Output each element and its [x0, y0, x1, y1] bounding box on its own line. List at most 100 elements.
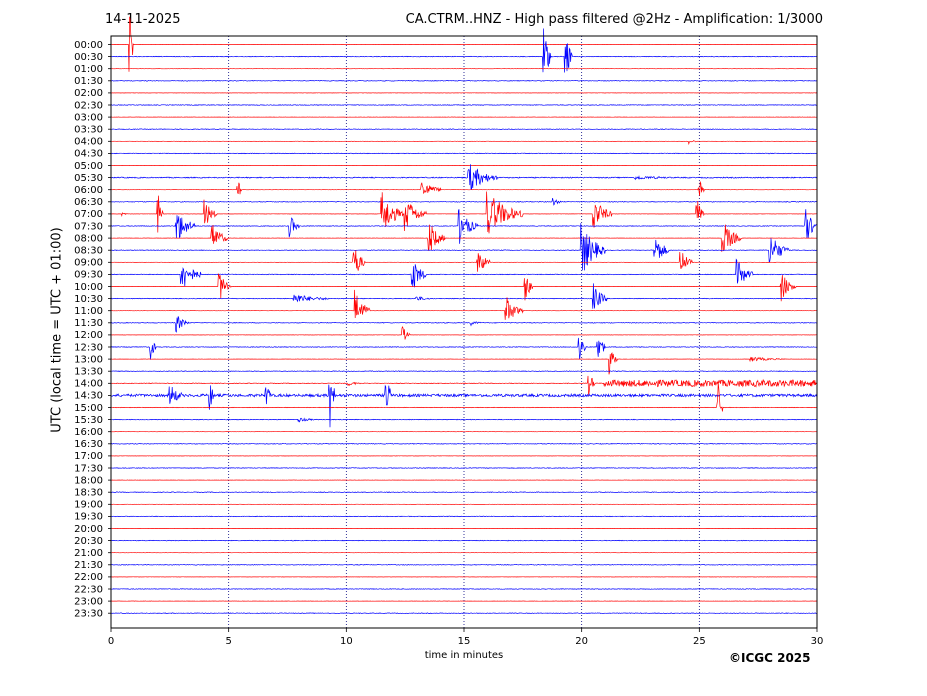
trace-row: [110, 209, 817, 244]
trace-row: [110, 375, 817, 396]
trace-row: [111, 224, 817, 252]
trace-row: [111, 16, 817, 72]
trace-row: [110, 491, 817, 493]
y-tick-label: 05:30: [74, 173, 103, 184]
trace-row: [110, 417, 817, 423]
y-tick-label: 15:00: [74, 403, 103, 414]
y-tick-label: 02:30: [74, 100, 103, 111]
y-tick-label: 10:00: [74, 282, 103, 293]
trace-row: [110, 80, 817, 82]
x-tick-label: 30: [811, 636, 824, 647]
y-tick-label: 18:00: [74, 475, 103, 486]
y-tick-label: 14:00: [74, 379, 103, 390]
y-tick-label: 13:00: [74, 354, 103, 365]
y-tick-label: 20:30: [74, 536, 103, 547]
x-tick-label: 15: [458, 636, 471, 647]
trace-row: [110, 272, 817, 302]
y-tick-label: 09:30: [74, 270, 103, 281]
trace-row: [111, 258, 817, 288]
y-tick-label: 01:00: [74, 64, 103, 75]
trace-row: [110, 28, 817, 73]
trace-row: [111, 370, 817, 372]
trace-row: [111, 352, 817, 375]
trace-row: [110, 612, 817, 614]
y-tick-label: 11:30: [74, 318, 103, 329]
trace-row: [110, 250, 817, 272]
y-tick-label: 15:30: [74, 415, 103, 426]
trace-row: [110, 316, 817, 333]
grid-lines: [228, 36, 700, 628]
y-tick-label: 06:00: [74, 185, 103, 196]
y-tick-label: 07:30: [74, 221, 103, 232]
y-tick-label: 21:00: [74, 548, 103, 559]
trace-row: [110, 164, 817, 190]
x-tick-label: 5: [225, 636, 231, 647]
y-tick-label: 23:00: [74, 596, 103, 607]
y-tick-label: 18:30: [74, 488, 103, 499]
trace-row: [110, 564, 817, 566]
trace-row: [110, 588, 817, 590]
y-tick-label: 20:00: [74, 524, 103, 535]
trace-row: [110, 384, 817, 428]
y-tick-label: 12:00: [74, 330, 103, 341]
trace-row: [110, 289, 817, 320]
y-tick-label: 19:30: [74, 512, 103, 523]
x-tick-label: 10: [340, 636, 353, 647]
trace-rows: [110, 16, 817, 614]
y-tick-label: 16:00: [74, 427, 103, 438]
y-tick-label: 03:30: [74, 125, 103, 136]
y-tick-label: 21:30: [74, 560, 103, 571]
y-tick-label: 05:00: [74, 161, 103, 172]
y-tick-label: 12:30: [74, 342, 103, 353]
trace-row: [110, 443, 817, 445]
y-tick-label: 02:00: [74, 88, 103, 99]
trace-row: [110, 191, 817, 234]
date-label: 14-11-2025: [105, 12, 181, 27]
y-tick-label: 17:30: [74, 463, 103, 474]
y-tick-label: 08:00: [74, 233, 103, 244]
x-tick-label: 20: [575, 636, 588, 647]
trace-row: [111, 326, 817, 340]
y-tick-label: 19:00: [74, 500, 103, 511]
y-tick-label: 08:30: [74, 246, 103, 257]
y-tick-label: 23:30: [74, 609, 103, 620]
y-tick-label: 09:00: [74, 258, 103, 269]
y-tick-label: 04:30: [74, 149, 103, 160]
y-tick-label: 16:30: [74, 439, 103, 450]
trace-row: [111, 223, 817, 271]
trace-row: [110, 104, 817, 106]
y-tick-label: 06:30: [74, 197, 103, 208]
trace-row: [110, 515, 817, 518]
trace-row: [111, 180, 817, 196]
trace-row: [110, 283, 817, 309]
y-tick-label: 17:00: [74, 451, 103, 462]
trace-row: [110, 198, 817, 206]
y-tick-label: 07:00: [74, 209, 103, 220]
y-tick-label: 00:30: [74, 52, 103, 63]
x-tick-label: 0: [108, 636, 114, 647]
trace-row: [110, 337, 817, 360]
y-tick-label: 01:30: [74, 76, 103, 87]
trace-row: [110, 152, 817, 155]
y-tick-label: 03:00: [74, 112, 103, 123]
y-tick-label: 22:30: [74, 584, 103, 595]
trace-row: [110, 539, 817, 542]
trace-row: [110, 467, 817, 469]
y-tick-label: 00:00: [74, 40, 103, 51]
y-tick-label: 11:00: [74, 306, 103, 317]
x-tick-label: 25: [693, 636, 706, 647]
trace-row: [111, 382, 817, 412]
trace-row: [111, 140, 817, 146]
y-tick-label: 14:30: [74, 391, 103, 402]
y-tick-label: 22:00: [74, 572, 103, 583]
x-axis-label: time in minutes: [424, 650, 504, 661]
y-tick-label: 10:30: [74, 294, 103, 305]
y-tick-label: 04:00: [74, 137, 103, 148]
plot-frame: [110, 35, 818, 629]
chart-title: CA.CTRM..HNZ - High pass filtered @2Hz -…: [405, 12, 823, 27]
copyright-label: ©ICGC 2025: [729, 651, 811, 665]
trace-row: [110, 128, 817, 130]
y-tick-label: 13:30: [74, 367, 103, 378]
